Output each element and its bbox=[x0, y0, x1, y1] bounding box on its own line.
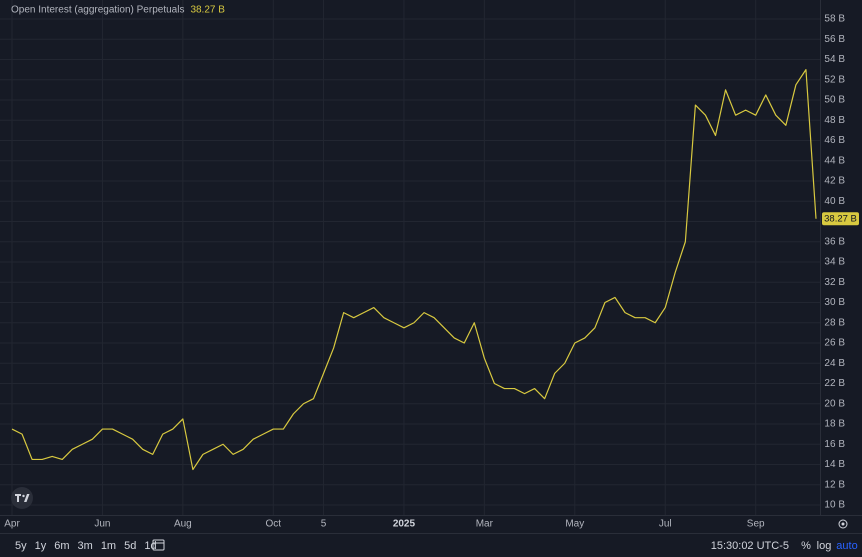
legend-value: 38.27 B bbox=[190, 5, 225, 16]
y-tick-label: 58 B bbox=[824, 14, 845, 25]
y-tick-label: 34 B bbox=[824, 257, 845, 268]
y-tick-label: 22 B bbox=[824, 378, 845, 389]
option-button[interactable]: log bbox=[817, 540, 832, 552]
y-tick-label: 48 B bbox=[824, 115, 845, 126]
y-tick-label: 54 B bbox=[824, 54, 845, 65]
range-button[interactable]: 5y bbox=[15, 540, 27, 552]
y-tick-label: 36 B bbox=[824, 236, 845, 247]
settings-icon[interactable] bbox=[838, 519, 848, 529]
range-button[interactable]: 6m bbox=[54, 540, 69, 552]
y-tick-label: 10 B bbox=[824, 500, 845, 511]
y-tick-label: 12 B bbox=[824, 479, 845, 490]
y-tick-label: 42 B bbox=[824, 176, 845, 187]
y-tick-label: 40 B bbox=[824, 196, 845, 207]
x-tick-label: May bbox=[565, 519, 584, 530]
clock: 15:30:02 UTC-5 bbox=[711, 540, 789, 552]
x-tick-label: Jun bbox=[94, 519, 110, 530]
y-tick-label: 24 B bbox=[824, 358, 845, 369]
y-tick-label: 32 B bbox=[824, 277, 845, 288]
option-button[interactable]: % bbox=[801, 540, 811, 552]
range-button[interactable]: 3m bbox=[78, 540, 93, 552]
y-tick-label: 28 B bbox=[824, 317, 845, 328]
series-line bbox=[11, 69, 817, 471]
x-tick-label: 2025 bbox=[393, 519, 416, 530]
y-tick-label: 18 B bbox=[824, 419, 845, 430]
x-tick-label: 5 bbox=[321, 519, 327, 530]
y-tick-label: 16 B bbox=[824, 439, 845, 450]
x-tick-label: Oct bbox=[266, 519, 282, 530]
y-tick-label: 26 B bbox=[824, 338, 845, 349]
range-button[interactable]: 1y bbox=[35, 540, 47, 552]
x-tick-label: Apr bbox=[4, 519, 20, 530]
y-tick-label: 44 B bbox=[824, 155, 845, 166]
toolbar: 5y 1y 6m 3m 1m 5d 1d 15:30:02 UTC-5% log auto bbox=[15, 540, 858, 552]
x-tick-label: Sep bbox=[747, 519, 765, 530]
x-tick-label: Mar bbox=[476, 519, 494, 530]
marks: 38.27 B bbox=[11, 69, 859, 471]
x-tick-label: Aug bbox=[174, 519, 192, 530]
last-value-label: 38.27 B bbox=[824, 213, 857, 224]
logo bbox=[11, 487, 33, 509]
y-tick-label: 14 B bbox=[824, 459, 845, 470]
last-value-box bbox=[822, 212, 859, 226]
y-tick-label: 46 B bbox=[824, 135, 845, 146]
y-tick-label: 20 B bbox=[824, 398, 845, 409]
y-tick-label: 50 B bbox=[824, 95, 845, 106]
x-tick-label: Jul bbox=[659, 519, 672, 530]
range-button[interactable]: 1m bbox=[101, 540, 116, 552]
range-button[interactable]: 5d bbox=[124, 540, 136, 552]
calendar-icon[interactable] bbox=[152, 539, 165, 551]
y-tick-label: 56 B bbox=[824, 34, 845, 45]
option-button[interactable]: auto bbox=[836, 540, 857, 552]
y-tick-label: 30 B bbox=[824, 297, 845, 308]
y-tick-label: 52 B bbox=[824, 74, 845, 85]
legend-title: Open Interest (aggregation) Perpetuals bbox=[11, 5, 184, 16]
